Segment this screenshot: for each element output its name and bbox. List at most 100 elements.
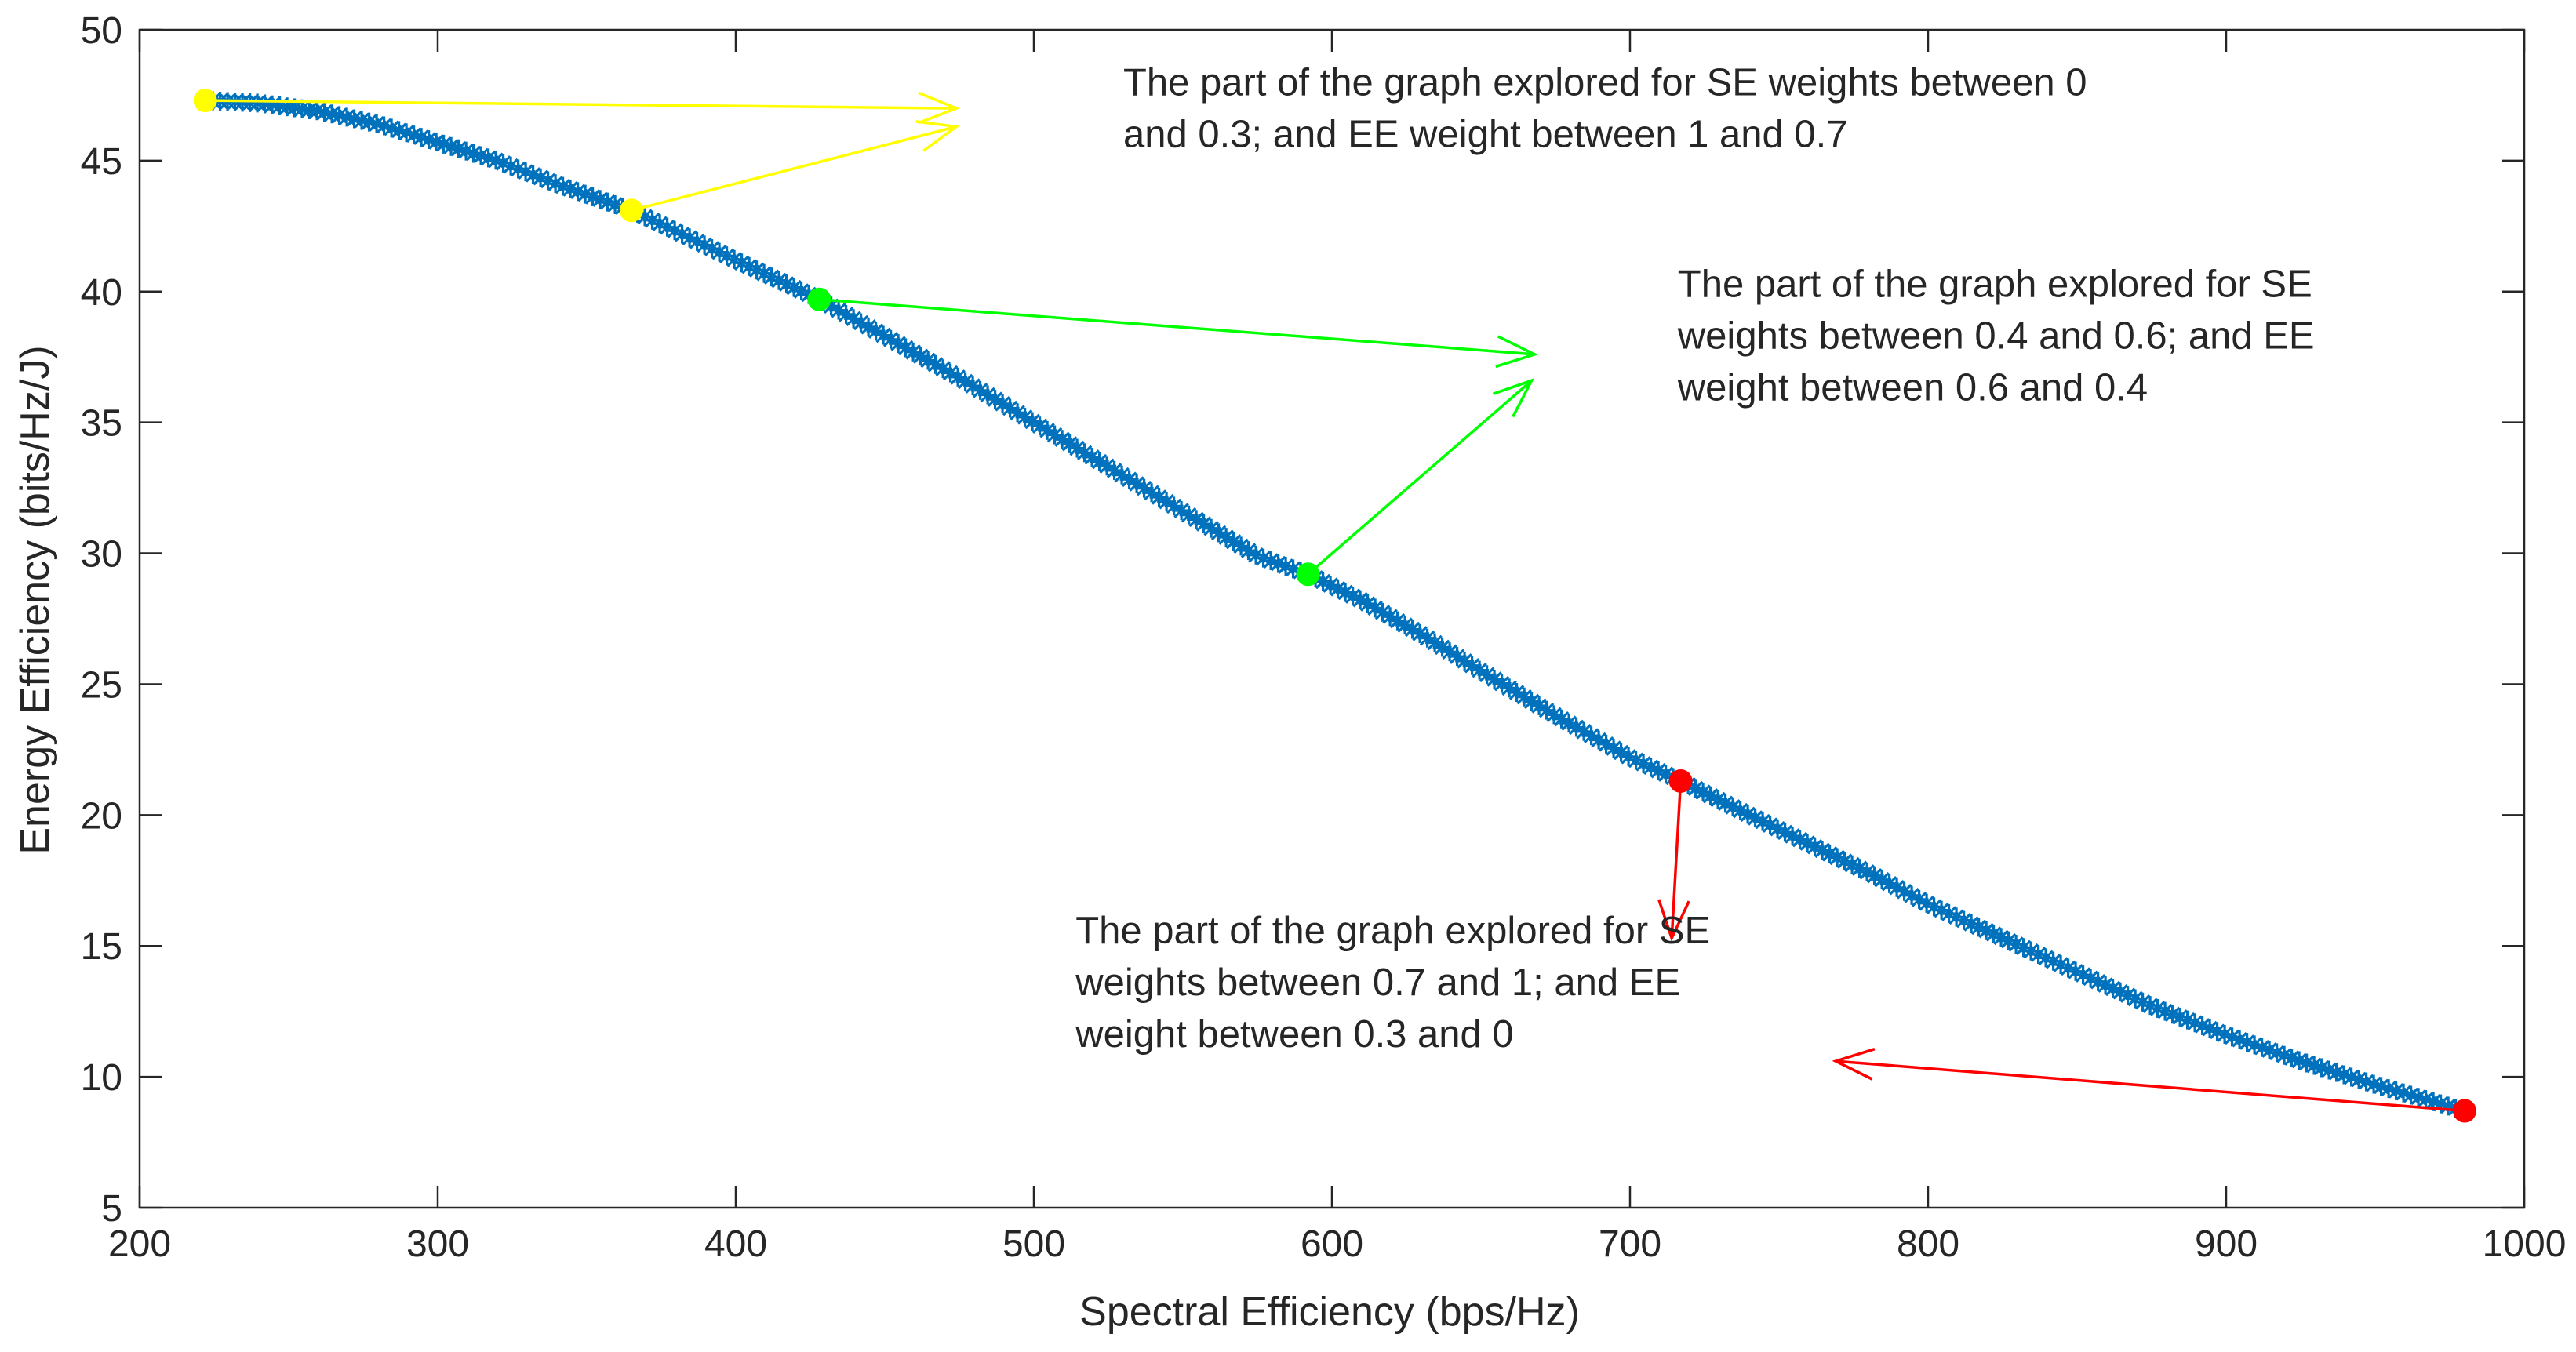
marker-stroke [2053, 957, 2068, 972]
marker-stroke [1583, 728, 1599, 743]
marker-stroke [1382, 609, 1398, 625]
marker-stroke [1210, 525, 1227, 541]
marker-stroke [912, 348, 929, 364]
marker-stroke [1613, 744, 1629, 761]
marker-stroke [2105, 980, 2121, 997]
marker-stroke [1427, 634, 1443, 651]
marker-stroke [771, 272, 787, 289]
marker-stroke [443, 139, 459, 154]
marker-stroke [719, 248, 735, 263]
marker-stroke [2239, 1034, 2255, 1050]
highlight-point [1296, 562, 1320, 587]
arrow-head [1492, 378, 1535, 418]
y-tick-label: 15 [81, 926, 122, 968]
marker-stroke [1717, 795, 1734, 812]
marker-stroke [2119, 987, 2136, 1003]
marker-stroke [473, 147, 489, 164]
marker-stroke [1755, 813, 1770, 830]
marker-stroke [875, 327, 891, 343]
marker-stroke [1017, 409, 1033, 425]
marker-stroke [1553, 711, 1570, 727]
marker-stroke [1963, 916, 1979, 932]
marker-stroke [1054, 431, 1070, 448]
marker-stroke [1523, 693, 1540, 710]
marker-stroke [1039, 423, 1055, 438]
marker-stroke [1195, 516, 1212, 532]
marker-stroke [1770, 821, 1785, 837]
marker-stroke [778, 276, 795, 292]
annotation-text-line: and 0.3; and EE weight between 1 and 0.7 [1123, 113, 1848, 155]
marker-stroke [1785, 828, 1800, 844]
marker-stroke [674, 226, 690, 242]
marker-stroke [1538, 702, 1555, 718]
marker-stroke [503, 158, 518, 174]
y-tick-label: 25 [81, 664, 122, 706]
marker-stroke [577, 186, 593, 202]
marker-stroke [1508, 685, 1525, 700]
marker-stroke [711, 244, 727, 260]
marker-stroke [1494, 675, 1510, 692]
marker-stroke [1315, 573, 1331, 590]
marker-stroke [2418, 1092, 2434, 1107]
marker-stroke [1836, 853, 1853, 869]
marker-stroke [510, 161, 526, 177]
marker-stroke [569, 184, 586, 200]
marker-stroke [555, 178, 571, 194]
marker-stroke [1911, 892, 1927, 907]
annotation-arrow [819, 298, 1539, 369]
marker-stroke [324, 106, 340, 122]
marker-stroke [398, 125, 414, 141]
marker-stroke [1926, 899, 1942, 915]
marker-stroke [1657, 766, 1674, 782]
arrow-shaft [205, 99, 957, 110]
annotation-arrow [631, 120, 960, 213]
marker-stroke [980, 387, 995, 403]
highlight-point [193, 89, 217, 113]
marker-stroke [592, 191, 608, 208]
marker-stroke [1985, 926, 2002, 942]
marker-stroke [1643, 759, 1659, 776]
marker-stroke [540, 173, 556, 189]
marker-stroke [1166, 498, 1182, 514]
marker-stroke [1740, 806, 1756, 823]
marker-stroke [2224, 1029, 2240, 1045]
marker-stroke [1076, 445, 1093, 461]
marker-stroke [868, 323, 884, 339]
series-point [1656, 765, 1675, 784]
marker-stroke [763, 269, 780, 285]
marker-stroke [361, 114, 377, 130]
marker-stroke [1449, 649, 1465, 664]
marker-stroke [1233, 538, 1249, 554]
marker-stroke [2083, 970, 2098, 987]
marker-stroke [1352, 591, 1368, 608]
marker-stroke [2366, 1076, 2381, 1092]
marker-stroke [1695, 784, 1711, 800]
marker-stroke [1397, 617, 1413, 633]
marker-stroke [458, 143, 474, 159]
axes-layer: 200 300 400 500 600 700 800 900 1000 5 10 15 20 25 30 3… [81, 10, 2567, 1265]
annotation-text-line: weights between 0.7 and 1; and EE [1075, 961, 1680, 1004]
marker-stroke [2232, 1031, 2247, 1048]
annotation-arrow [205, 91, 960, 125]
annotation-text-line: The part of the graph explored for SE [1075, 910, 1710, 952]
marker-stroke [1896, 884, 1912, 900]
marker-stroke [548, 176, 563, 191]
marker-stroke [2157, 1003, 2173, 1019]
y-tick-label: 30 [81, 534, 122, 576]
y-axis-label: Energy Efficiency (bits/Hz/J) [13, 345, 58, 854]
series-0 [195, 91, 2473, 1120]
marker-stroke [1568, 719, 1585, 736]
marker-stroke [1725, 799, 1741, 815]
marker-stroke [2000, 932, 2017, 949]
marker-stroke [741, 258, 757, 274]
series-point [1694, 783, 1713, 802]
marker-stroke [1129, 476, 1144, 492]
marker-stroke [1136, 480, 1152, 496]
marker-stroke [369, 115, 384, 132]
marker-stroke [1934, 902, 1949, 918]
x-tick-label: 200 [108, 1223, 171, 1265]
annotation-arrow [1832, 1047, 2465, 1113]
marker-stroke [1151, 489, 1167, 505]
marker-stroke [1799, 835, 1815, 851]
